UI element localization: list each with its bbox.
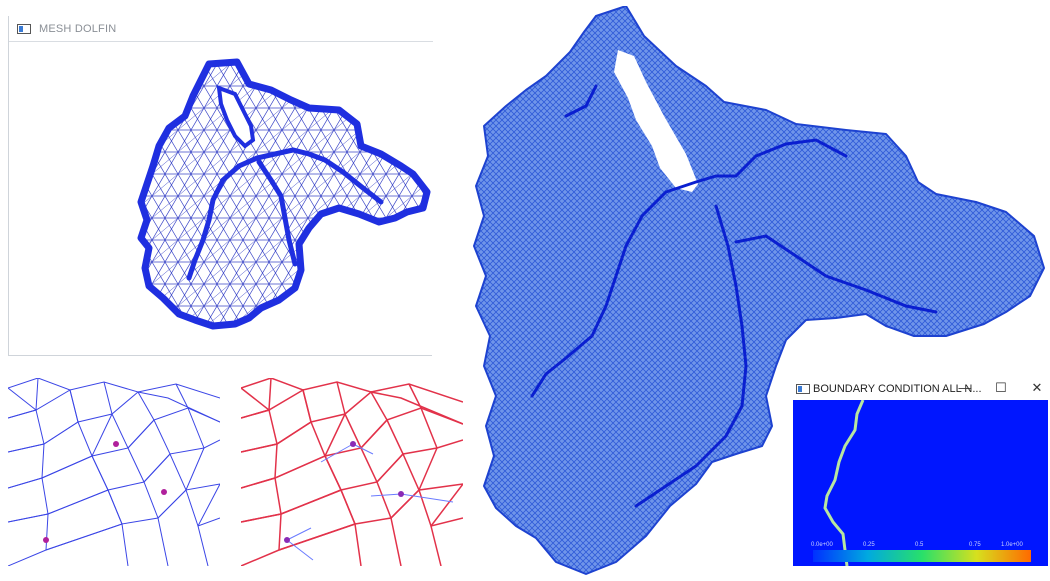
bc-window-titlebar[interactable]: BOUNDARY CONDITION ALL N... — ☐ ✕ bbox=[791, 378, 1050, 400]
window-app-icon bbox=[17, 24, 31, 34]
boundary-condition-plot: 0.0e+00 0.25 0.5 0.75 1.0e+00 bbox=[793, 400, 1048, 566]
colorbar-tick: 0.0e+00 bbox=[811, 542, 834, 548]
coarse-mesh-lake bbox=[216, 84, 256, 149]
close-button[interactable]: ✕ bbox=[1031, 380, 1043, 395]
maximize-button[interactable]: ☐ bbox=[995, 380, 1007, 395]
zoom-mesh-blue bbox=[7, 377, 221, 567]
mesh-node-marker bbox=[398, 491, 404, 497]
fine-mesh-river-main bbox=[530, 138, 848, 398]
coarse-mesh-plot bbox=[137, 58, 431, 330]
boundary-river-line bbox=[823, 400, 865, 566]
fine-mesh-plot bbox=[473, 5, 1045, 575]
colorbar-tick: 0.25 bbox=[863, 542, 875, 548]
mesh-node-marker bbox=[284, 537, 290, 543]
fine-mesh-domain bbox=[473, 5, 1045, 575]
zoom-mesh-red bbox=[240, 377, 464, 567]
colorbar-tick: 1.0e+00 bbox=[1001, 542, 1024, 548]
minimize-button[interactable]: — bbox=[958, 380, 972, 395]
mesh-window-title: MESH DOLFIN bbox=[39, 23, 117, 35]
zoom-mesh-blue-plot bbox=[7, 377, 221, 567]
fine-mesh-lake bbox=[614, 50, 698, 192]
mesh-node-marker bbox=[113, 441, 119, 447]
mesh-window-titlebar[interactable]: MESH DOLFIN bbox=[9, 16, 433, 42]
mesh-node-marker bbox=[43, 537, 49, 543]
mesh-dolfin-window: MESH DOLFIN bbox=[8, 16, 433, 356]
fine-mesh-view bbox=[466, 5, 1050, 576]
fine-mesh-river-north bbox=[564, 84, 598, 118]
colorbar-tick: 0.75 bbox=[969, 542, 981, 548]
mesh-node-marker bbox=[350, 441, 356, 447]
mesh-node-marker bbox=[161, 489, 167, 495]
colorbar-tick: 0.5 bbox=[915, 542, 924, 548]
window-app-icon bbox=[796, 384, 810, 394]
boundary-condition-window: BOUNDARY CONDITION ALL N... — ☐ ✕ 0.0e+0… bbox=[791, 378, 1050, 568]
coarse-mesh-river-2 bbox=[256, 159, 298, 267]
fine-mesh-river-east bbox=[734, 234, 938, 314]
coarse-mesh-domain bbox=[137, 58, 431, 330]
zoom-mesh-red-plot bbox=[240, 377, 464, 567]
coarse-mesh-river-1 bbox=[186, 147, 384, 281]
bc-window-title: BOUNDARY CONDITION ALL N... bbox=[813, 383, 982, 395]
fine-mesh-river-south bbox=[634, 204, 748, 508]
colorbar bbox=[813, 550, 1031, 562]
